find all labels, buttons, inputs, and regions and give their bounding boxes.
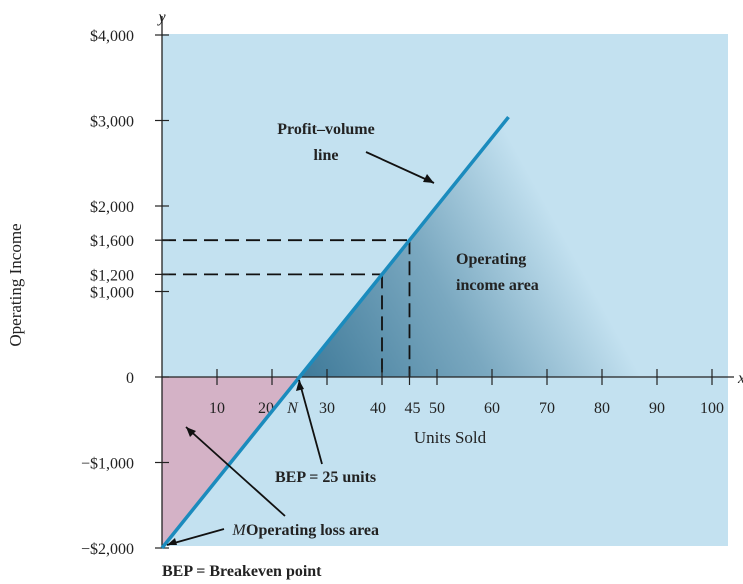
- x-tick-label-100: 100: [700, 400, 724, 417]
- pv-line-pointer: [365, 151, 435, 184]
- x-axis-title: Units Sold: [414, 428, 487, 447]
- x-tick-label-90: 90: [649, 400, 665, 417]
- bep-pointer-head: [296, 380, 304, 391]
- y-ticks: $4,000 $3,000 $2,000 $1,600 $1,200$1,000 0 −$1…: [81, 28, 169, 558]
- loss-area-pointer-head: [186, 427, 196, 437]
- y-axis-letter: y: [156, 9, 166, 26]
- m-pointer-head: [167, 538, 177, 545]
- start-point-label: M: [231, 522, 247, 539]
- x-tick-label-50: 50: [429, 400, 445, 417]
- pv-line-label-line2: line: [314, 147, 339, 164]
- y-tick-label-1: $3,000: [90, 114, 134, 131]
- y-tick-label-6: 0: [126, 370, 134, 387]
- x-tick-label-60: 60: [484, 400, 500, 417]
- income-area-label-line1: Operating: [456, 251, 526, 268]
- pv-line-pointer-head: [423, 174, 434, 183]
- m-pointer: [166, 528, 225, 546]
- x-ticks: 10 20 30 40 45 50 60 70 80 90 100: [209, 369, 724, 417]
- breakeven-point-label: N: [286, 400, 299, 417]
- x-tick-label-10: 10: [209, 400, 225, 417]
- loss-area-pointer: [185, 426, 286, 517]
- operating-income-area: [299, 117, 668, 377]
- x-tick-label-40: 40: [370, 400, 386, 417]
- bep-pointer: [298, 379, 323, 465]
- y-tick-label-3: $1,600: [90, 233, 134, 250]
- y-tick-label-5: $1,000: [90, 285, 134, 302]
- income-area-label-line2: income area: [456, 277, 539, 294]
- y-axis-title: Operating Income: [6, 223, 25, 346]
- y-tick-label-0: $4,000: [90, 28, 134, 45]
- y-tick-label-8: −$2,000: [81, 541, 134, 558]
- x-tick-label-80: 80: [594, 400, 610, 417]
- pv-line-label-line1: Profit–volume: [277, 121, 374, 138]
- x-tick-label-70: 70: [539, 400, 555, 417]
- bep-label: BEP = 25 units: [275, 469, 376, 486]
- footnote-bep-definition: BEP = Breakeven point: [162, 563, 322, 580]
- operating-loss-label: Operating loss area: [246, 522, 379, 539]
- y-tick-label-7: −$1,000: [81, 456, 134, 473]
- reference-dashed-lines: [162, 239, 411, 377]
- x-tick-label-45: 45: [405, 400, 421, 417]
- x-tick-label-30: 30: [319, 400, 335, 417]
- x-axis-letter: x: [737, 370, 743, 387]
- y-tick-label-4: $1,200: [90, 267, 134, 284]
- profit-volume-line: [160, 115, 510, 550]
- y-tick-label-2: $2,000: [90, 199, 134, 216]
